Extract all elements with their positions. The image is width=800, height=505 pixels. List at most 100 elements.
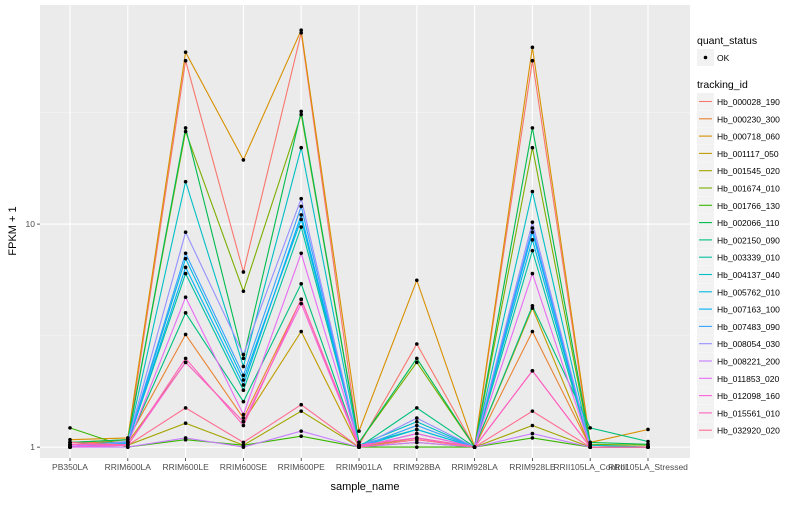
data-point xyxy=(530,58,535,63)
data-point xyxy=(299,429,304,433)
data-point xyxy=(241,423,246,428)
data-point xyxy=(530,271,535,276)
data-point xyxy=(299,217,304,222)
data-point xyxy=(183,129,188,134)
data-point xyxy=(183,230,188,234)
data-point xyxy=(299,409,304,413)
data-point xyxy=(530,226,535,230)
data-point xyxy=(299,145,304,150)
data-point xyxy=(183,311,188,315)
data-point xyxy=(68,445,72,449)
data-point xyxy=(183,179,188,184)
data-point xyxy=(241,378,246,382)
data-point xyxy=(588,426,592,430)
data-point xyxy=(415,342,419,346)
data-point xyxy=(241,388,246,393)
data-point xyxy=(530,248,535,253)
data-point xyxy=(530,329,535,334)
legend-point-ok xyxy=(703,55,708,60)
data-point xyxy=(357,440,361,445)
legend-label: Hb_000718_060 xyxy=(717,132,780,142)
data-point xyxy=(299,112,304,117)
data-point xyxy=(530,220,535,224)
data-point xyxy=(183,295,188,300)
data-point xyxy=(299,31,304,35)
data-point xyxy=(126,439,130,444)
x-tick-label: RRIM928BA xyxy=(393,462,441,472)
x-tick-label: RRIM928LE xyxy=(509,462,556,472)
x-tick-label: PB350LA xyxy=(52,462,88,472)
data-point xyxy=(472,445,477,449)
data-point xyxy=(357,445,361,449)
data-point xyxy=(241,270,246,274)
data-point xyxy=(530,45,535,50)
data-points xyxy=(68,28,650,449)
y-axis: 1 10 xyxy=(26,219,40,452)
legend-label: Hb_001674_010 xyxy=(717,184,780,194)
data-point xyxy=(241,289,246,294)
data-point xyxy=(299,204,304,209)
data-point xyxy=(183,58,188,63)
legend-label: Hb_001545_020 xyxy=(717,166,780,176)
data-point xyxy=(299,281,304,286)
shape-legend-label: OK xyxy=(717,53,730,63)
data-point xyxy=(530,436,535,440)
x-tick-label: RRII105LA_Stressed xyxy=(608,462,688,472)
data-point xyxy=(183,356,188,361)
data-point xyxy=(530,423,535,428)
data-point xyxy=(530,189,535,194)
data-point xyxy=(299,196,304,201)
data-point xyxy=(646,439,650,444)
legend-label: Hb_032920_020 xyxy=(717,426,780,436)
x-tick-label: RRIM600LA xyxy=(105,462,152,472)
data-point xyxy=(68,440,72,445)
data-point xyxy=(241,158,246,162)
shape-legend-title: quant_status xyxy=(697,35,757,47)
legend-label: Hb_001117_050 xyxy=(717,149,779,159)
x-tick-label: RRIM600PE xyxy=(278,462,326,472)
legend-label: Hb_011853_020 xyxy=(717,374,780,384)
x-tick-label: RRII105LA_Control xyxy=(553,462,627,472)
data-point xyxy=(68,426,72,430)
x-tick-label: RRIM600SE xyxy=(220,462,268,472)
data-point xyxy=(241,445,246,449)
legend-label: Hb_005762_010 xyxy=(717,287,780,297)
legend-label: Hb_000028_190 xyxy=(717,97,780,107)
data-point xyxy=(415,419,419,424)
data-point xyxy=(241,399,246,404)
data-point xyxy=(68,437,72,442)
data-point xyxy=(357,429,361,433)
data-point xyxy=(241,364,246,369)
data-point xyxy=(183,265,188,270)
data-point xyxy=(241,352,246,357)
legend-label: Hb_002066_110 xyxy=(717,218,780,228)
data-point xyxy=(530,409,535,413)
data-point xyxy=(299,251,304,256)
data-point xyxy=(415,356,419,361)
color-legend-title: tracking_id xyxy=(697,79,748,91)
data-point xyxy=(183,256,188,261)
legend-label: Hb_001766_130 xyxy=(717,201,780,211)
data-point xyxy=(646,427,650,432)
legend-label: Hb_008054_030 xyxy=(717,339,780,349)
data-point xyxy=(530,431,535,436)
data-point xyxy=(646,442,650,447)
legend-label: Hb_004137_040 xyxy=(717,270,780,280)
data-point xyxy=(299,301,304,306)
data-point xyxy=(183,436,188,440)
y-tick-label: 10 xyxy=(26,219,36,229)
data-point xyxy=(183,332,188,337)
data-point xyxy=(183,421,188,426)
data-point xyxy=(415,440,419,445)
data-point xyxy=(183,251,188,256)
data-point xyxy=(299,434,304,438)
data-point xyxy=(588,440,592,445)
data-point xyxy=(415,406,419,410)
data-point xyxy=(646,445,650,449)
data-point xyxy=(183,406,188,410)
data-point xyxy=(299,225,304,229)
data-point xyxy=(299,297,304,302)
legend-label: Hb_012098_160 xyxy=(717,391,780,401)
data-point xyxy=(299,109,304,114)
legend-label: Hb_008221_200 xyxy=(717,357,780,367)
